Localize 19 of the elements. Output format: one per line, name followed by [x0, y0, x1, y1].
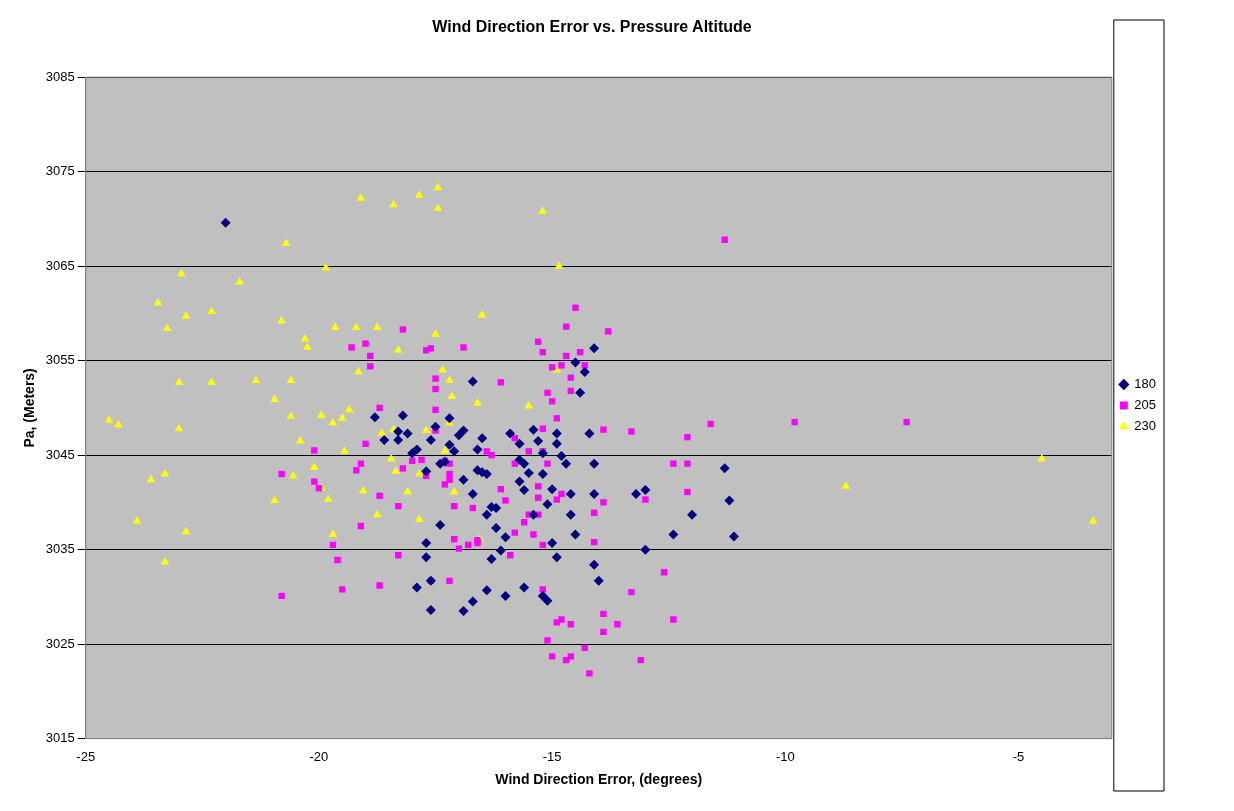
- chart-title: Wind Direction Error vs. Pressure Altitude: [432, 18, 752, 36]
- y-axis-title: Pa, (Meters): [21, 368, 38, 448]
- y-tick-label: 3085: [45, 68, 75, 84]
- y-tick-label: 3025: [45, 635, 75, 651]
- y-tick-label: 3075: [45, 163, 75, 179]
- y-tick-label: 3045: [45, 446, 75, 462]
- y-tick-label: 3055: [45, 352, 75, 368]
- x-tick-label: -10: [775, 748, 795, 764]
- legend-label: 180: [1134, 376, 1157, 392]
- x-tick-label: -15: [542, 748, 562, 764]
- y-tick-label: 3065: [45, 257, 75, 273]
- x-tick-label: -20: [309, 748, 329, 764]
- legend-label: 205: [1134, 397, 1157, 413]
- x-tick-label: -5: [1012, 748, 1025, 764]
- y-tick-label: 3035: [45, 541, 75, 557]
- legend-label: 230: [1134, 418, 1157, 434]
- x-tick-label: -25: [76, 748, 96, 764]
- x-axis-title: Wind Direction Error, (degrees): [495, 771, 703, 788]
- y-tick-label: 3015: [45, 730, 75, 746]
